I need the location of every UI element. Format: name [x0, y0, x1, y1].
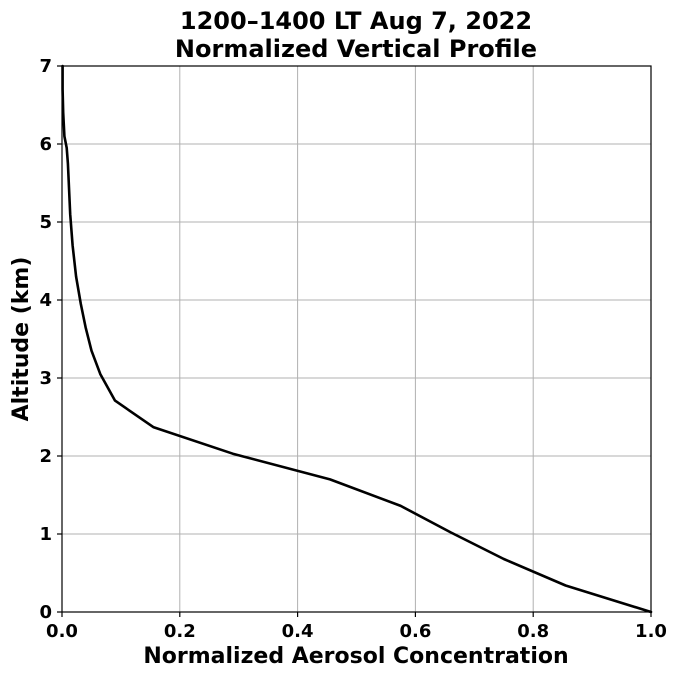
y-tick-label: 2 [39, 446, 52, 467]
x-tick-label: 1.0 [635, 621, 667, 642]
x-axis-label: Normalized Aerosol Concentration [143, 644, 568, 669]
x-tick-label: 0.2 [164, 621, 196, 642]
y-tick-label: 7 [39, 56, 52, 77]
chart-title: 1200–1400 LT Aug 7, 2022 [180, 7, 532, 35]
profile-line [61, 64, 653, 614]
y-tick-label: 0 [39, 602, 52, 623]
x-tick-label: 0.0 [46, 621, 78, 642]
plot-frame [61, 65, 652, 613]
y-tick-label: 1 [39, 524, 52, 545]
grid [61, 65, 652, 613]
y-tick-label: 6 [39, 134, 52, 155]
x-tick-label: 0.8 [517, 621, 549, 642]
y-tick-label: 4 [39, 290, 52, 311]
y-tick-label: 5 [39, 212, 52, 233]
y-axis-label: Altitude (km) [9, 257, 34, 422]
plot-area [61, 64, 653, 614]
axis-ticks: 0.0 0.2 0.4 0.6 0.8 1.0 0 1 2 3 4 5 6 7 [39, 56, 666, 642]
chart-subtitle: Normalized Vertical Profile [175, 35, 537, 63]
x-tick-label: 0.4 [282, 621, 314, 642]
y-tick-label: 3 [39, 368, 52, 389]
x-tick-label: 0.6 [399, 621, 431, 642]
